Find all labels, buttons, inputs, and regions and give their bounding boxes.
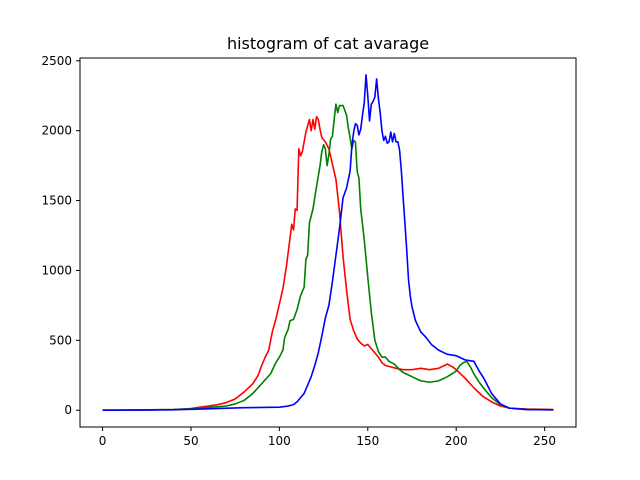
series-line-0 — [102, 115, 554, 412]
plot-frame — [79, 57, 577, 428]
series-layer — [102, 73, 554, 412]
series-line-1 — [102, 103, 554, 412]
x-tick-label: 0 — [99, 434, 107, 448]
x-tick-label: 150 — [356, 434, 379, 448]
chart-title: histogram of cat avarage — [227, 34, 429, 53]
y-tick-label: 0 — [64, 403, 72, 417]
y-tick-label: 2500 — [41, 54, 72, 68]
y-tick-label: 1000 — [41, 263, 72, 277]
x-tick-label: 250 — [533, 434, 556, 448]
x-tick-label: 50 — [183, 434, 198, 448]
y-tick-label: 500 — [49, 333, 72, 347]
x-tick-label: 200 — [445, 434, 468, 448]
series-line-2 — [102, 73, 554, 412]
y-tick-label: 1500 — [41, 194, 72, 208]
x-tick-label: 100 — [268, 434, 291, 448]
y-tick-label: 2000 — [41, 124, 72, 138]
